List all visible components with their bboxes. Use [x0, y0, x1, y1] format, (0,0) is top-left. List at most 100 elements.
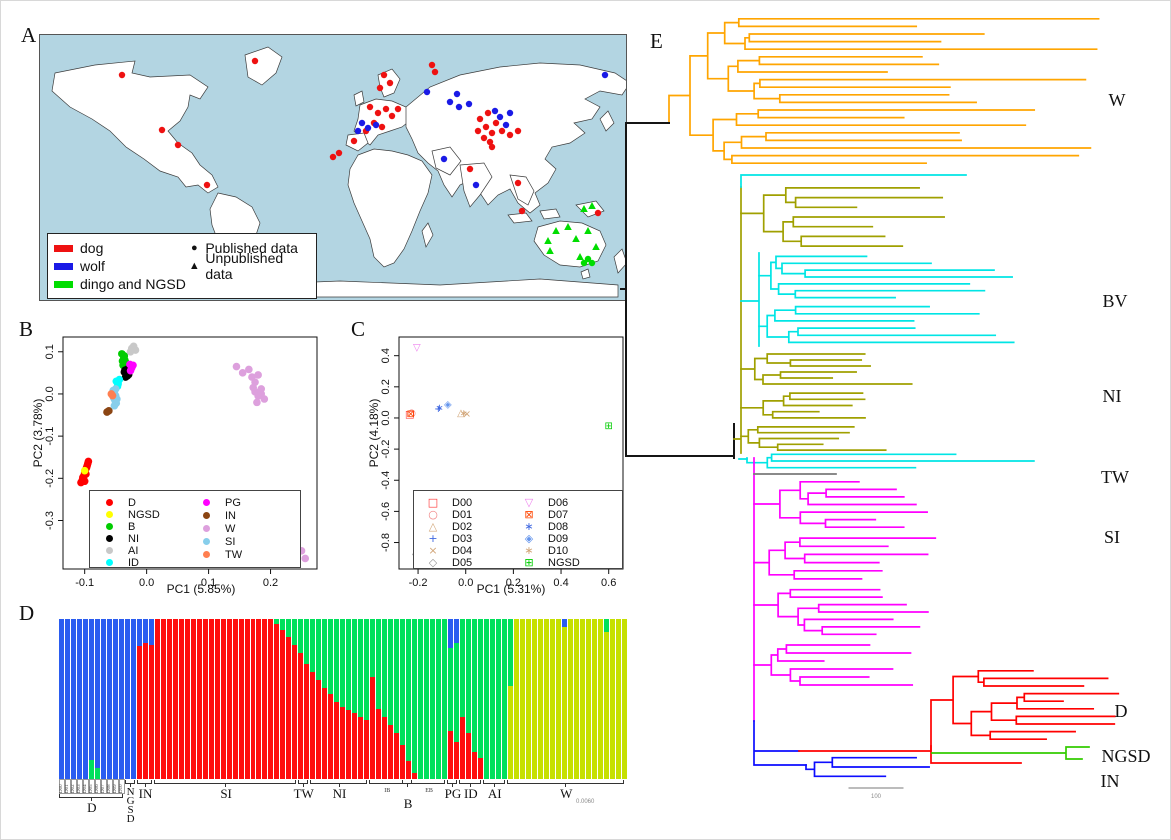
- sample-dot: [118, 71, 126, 79]
- admixture-bar: [573, 619, 579, 779]
- legend-marker-NI: [98, 534, 120, 544]
- admixture-bar: [88, 619, 94, 779]
- bar-segment-gn: [304, 619, 310, 664]
- legend-row-dog: dog: [54, 239, 187, 257]
- group-bracket-IN: [136, 780, 153, 784]
- x-tick-label: -0.1: [75, 577, 94, 589]
- sample-dot: [372, 121, 380, 129]
- admixture-bar: [615, 619, 621, 779]
- data-point-D01: ○: [407, 408, 416, 419]
- legend-marker-D06: ▽: [524, 496, 534, 509]
- sample-dot: [484, 109, 492, 117]
- bar-segment-yg: [519, 619, 525, 779]
- group-label-SI: SI: [220, 786, 232, 801]
- data-point-D03: +: [434, 404, 442, 415]
- sample-dot: [423, 88, 431, 96]
- bar-segment-rd: [220, 619, 226, 779]
- bar-segment-rd: [148, 644, 154, 779]
- data-point-W: [232, 362, 241, 371]
- bar-segment-gn: [489, 619, 495, 779]
- bar-segment-gn: [310, 619, 316, 672]
- bar-segment-gn: [424, 619, 430, 779]
- admixture-bar: [525, 619, 531, 779]
- sample-triangle: [572, 235, 580, 242]
- admixture-bar: [214, 619, 220, 779]
- decor: [302, 784, 304, 787]
- admixture-bar: [471, 619, 477, 779]
- bar-segment-rd: [214, 619, 220, 779]
- bar-segment-gn: [430, 619, 436, 779]
- bar-segment-gn: [328, 619, 334, 695]
- data-point-TW: [108, 391, 117, 400]
- bar-segment-gn: [370, 619, 376, 677]
- sample-dot: [203, 181, 211, 189]
- group-label-D: D: [87, 800, 97, 815]
- legend-marker-W: [195, 524, 217, 534]
- continent-shape: [51, 60, 219, 194]
- bar-segment-gn: [412, 619, 418, 773]
- continent-shape: [431, 146, 462, 176]
- x-tick-label: -0.2: [409, 577, 428, 589]
- continent-shape: [244, 46, 283, 86]
- admixture-bar: [543, 619, 549, 779]
- bar-segment-rd: [286, 636, 292, 779]
- data-point-NGSD: [80, 466, 89, 475]
- tree-label-NGSD: NGSD: [1101, 746, 1150, 766]
- data-point-D10: ∗: [460, 408, 468, 419]
- group-bracket-D: [59, 794, 123, 798]
- bar-segment-gn: [94, 767, 100, 779]
- legend-label: D04: [452, 545, 473, 557]
- tree-clade-magenta: [753, 588, 929, 636]
- bar-segment-gn: [442, 619, 447, 779]
- admixture-bar: [76, 619, 82, 779]
- sample-dot: [378, 123, 386, 131]
- bar-segment-rd: [190, 619, 196, 779]
- legend-label: D00: [452, 497, 473, 509]
- bar-segment-rd: [280, 630, 286, 779]
- legend-item-TW: TW: [195, 548, 292, 561]
- bar-segment-gn: [471, 619, 477, 752]
- legend-marker-TW: [195, 550, 217, 560]
- dog-label: dog: [80, 240, 104, 256]
- legend-marker-PG: [195, 498, 217, 508]
- admixture-bar: [238, 619, 244, 779]
- legend-label: D07: [548, 509, 569, 521]
- data-point-SI: [110, 401, 119, 410]
- bar-id-label: D05: [88, 779, 95, 794]
- admixture-bar: [292, 619, 298, 779]
- admixture-bar: [262, 619, 268, 779]
- legend-label: B: [128, 521, 136, 533]
- tree-scale-label: 100: [871, 794, 882, 800]
- sub-bracket-label: IB: [384, 788, 391, 794]
- bar-segment-gn: [447, 647, 453, 731]
- bar-id-label: D04: [82, 779, 89, 794]
- admixture-bar: [196, 619, 202, 779]
- group-label-NGSD: N G S D: [126, 786, 135, 825]
- bar-segment-rd: [358, 716, 364, 779]
- bar-id-label: D07: [100, 779, 107, 794]
- legend-marker-D02: △: [428, 520, 438, 533]
- bar-segment-gn: [358, 619, 364, 717]
- sample-dot: [465, 100, 473, 108]
- decor: [202, 524, 210, 532]
- legend-marker-AI: [98, 546, 120, 556]
- continent-shape: [539, 208, 561, 220]
- legend-label: IN: [225, 510, 236, 523]
- admixture-bar: [220, 619, 226, 779]
- bar-segment-gn: [477, 619, 483, 759]
- bar-segment-yg: [567, 619, 573, 779]
- pca-c-x-axis-title: PC1 (5.31%): [476, 582, 546, 596]
- sample-dot: [514, 127, 522, 135]
- admixture-plot: [59, 619, 627, 779]
- decor: [202, 550, 210, 558]
- sample-dot: [428, 61, 436, 69]
- y-tick-label: -0.4: [380, 471, 392, 490]
- admixture-bar: [70, 619, 76, 779]
- sample-dot: [580, 259, 588, 267]
- legend-label: W: [225, 522, 236, 535]
- admixture-bar: [316, 619, 322, 779]
- sample-dot: [440, 155, 448, 163]
- bar-id-label: D03: [76, 779, 83, 794]
- sample-dot: [584, 255, 592, 263]
- bar-segment-rd: [238, 619, 244, 779]
